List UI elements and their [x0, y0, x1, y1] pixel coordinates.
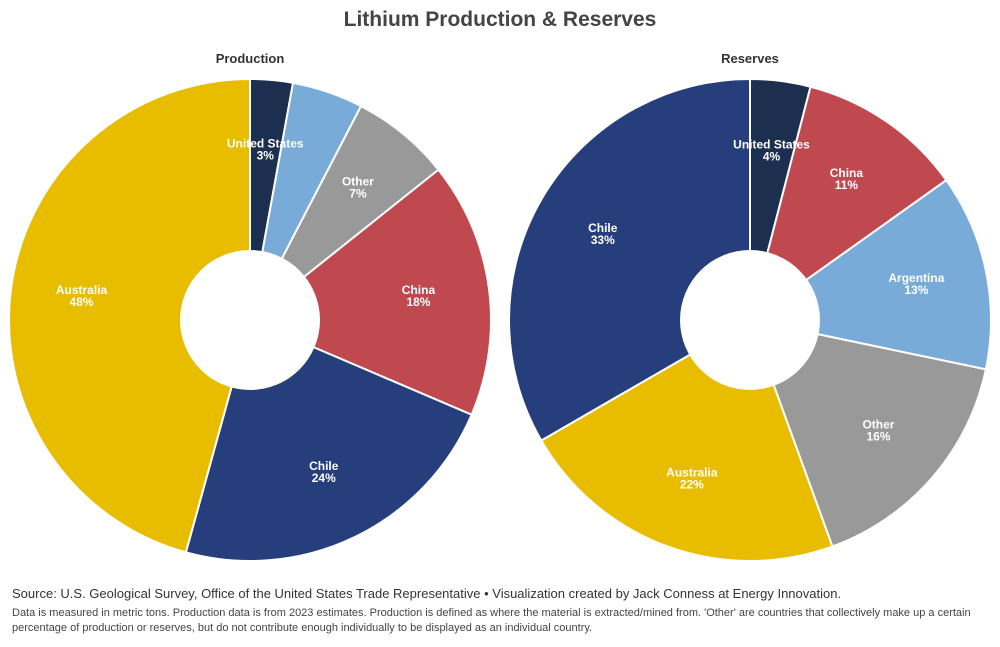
note-text: Data is measured in metric tons. Product…	[12, 607, 971, 634]
reserves-label-australia: Australia 22%	[666, 466, 718, 492]
production-slice-australia	[8, 77, 251, 554]
reserves-chart-title: Reserves	[721, 51, 779, 66]
production-label-australia: Australia 48%	[56, 283, 108, 309]
source-text: Source: U.S. Geological Survey, Office o…	[12, 586, 842, 601]
reserves-label-other: Other 16%	[862, 417, 894, 443]
reserves-label-china: China 11%	[830, 166, 864, 192]
production-chart-title: Production	[215, 51, 285, 66]
reserves-slice-china	[748, 85, 948, 323]
reserves-slice-other	[748, 318, 988, 548]
production-label-other: Other 7%	[342, 175, 374, 201]
chart-main-title: Lithium Production & Reserves	[343, 8, 657, 31]
reserves-label-argentina: Argentina 13%	[888, 271, 944, 297]
production-donut-hole	[180, 250, 320, 390]
production-label-china: China 18%	[402, 283, 436, 309]
production-label-chile: Chile 24%	[309, 459, 339, 485]
production-donut-chart: United States 3% Other 7% China 18% Chile 24% Au…	[8, 77, 492, 562]
production-label-united-states: United States 3%	[227, 137, 304, 163]
reserves-donut-chart: United States 4% China 11% Argentina 13% Other…	[508, 77, 992, 562]
production-slice-china	[248, 168, 492, 417]
reserves-label-chile: Chile 33%	[588, 221, 618, 247]
reserves-label-united-states: United States 4%	[733, 137, 810, 163]
reserves-donut-hole	[680, 250, 820, 390]
